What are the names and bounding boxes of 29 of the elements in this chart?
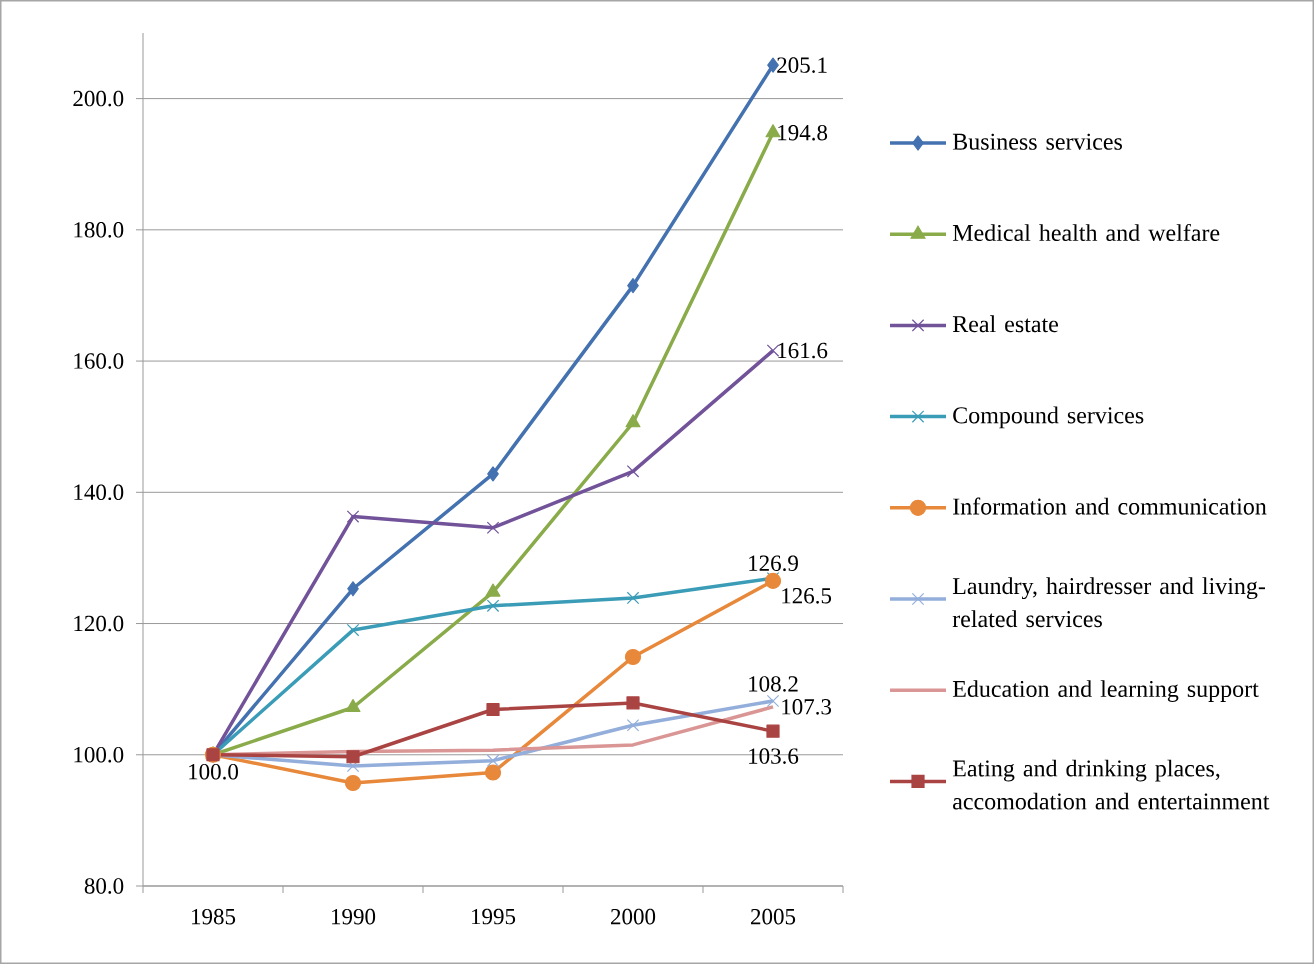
data-label: 103.6 <box>749 748 799 764</box>
y-tick-label: 160.0 <box>74 353 124 369</box>
legend-label: Medical health and welfare <box>952 223 1220 242</box>
legend-label: Education and learning support <box>952 680 1259 702</box>
y-tick-label: 80.0 <box>84 878 124 894</box>
legend-label: Laundry, hairdresser and living-related services <box>952 577 1266 628</box>
x-tick-label: 1995 <box>472 908 516 925</box>
y-tick-label: 180.0 <box>74 222 124 238</box>
y-tick-label: 140.0 <box>74 484 124 501</box>
legend-label: Business services <box>952 133 1122 150</box>
data-label: 161.6 <box>778 342 828 359</box>
legend-label: Information and communication <box>953 497 1267 515</box>
data-label: 194.8 <box>778 124 828 141</box>
data-label: 107.3 <box>782 699 832 715</box>
data-label: 126.9 <box>749 555 798 572</box>
legend-label: Eating and drinking places, accomodation and entertainment <box>952 759 1270 810</box>
x-tick-label: 2000 <box>611 908 656 925</box>
y-tick-label: 100.0 <box>74 746 124 763</box>
x-tick-label: 1990 <box>332 908 376 925</box>
x-tick-label: 1985 <box>192 908 236 925</box>
data-label: 205.1 <box>777 57 827 73</box>
x-tick-label: 2005 <box>751 908 796 925</box>
data-label: 126.5 <box>782 588 832 604</box>
legend-label: Compound services <box>953 406 1144 429</box>
data-label: 100.0 <box>189 763 238 780</box>
data-label: 108.2 <box>749 676 798 692</box>
y-tick-label: 200.0 <box>73 90 124 107</box>
legend-label: Real estate <box>952 315 1059 333</box>
y-tick-label: 120.0 <box>74 615 124 632</box>
